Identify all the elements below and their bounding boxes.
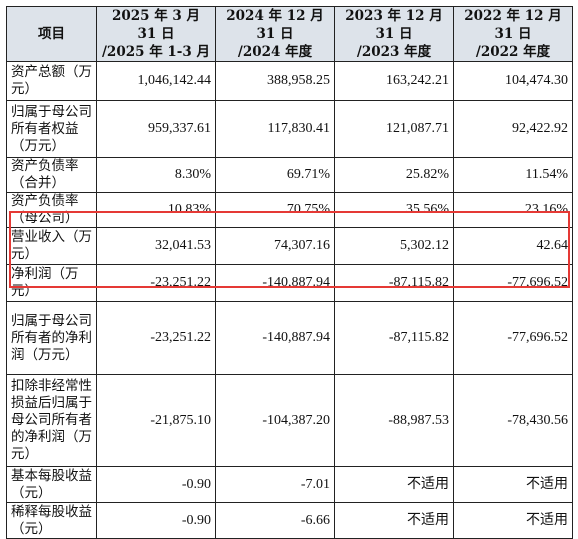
header-2025q1: 2025 年 3 月 31 日 /2025 年 1-3 月 xyxy=(96,6,216,62)
table-row: 营业收入（万元） 32,041.53 74,307.16 5,302.12 42.64 xyxy=(6,227,573,265)
row-value: 121,087.71 xyxy=(334,100,454,158)
table-header-row: 项目 2025 年 3 月 31 日 /2025 年 1-3 月 2024 年 … xyxy=(6,6,573,62)
table-row: 扣除非经常性损益后归属于母公司所有者的净利润（万元） -21,875.10 -104… xyxy=(6,374,573,467)
row-label: 资产总额（万元） xyxy=(6,61,97,101)
row-value: 70.75% xyxy=(215,192,335,228)
row-value: 104,474.30 xyxy=(453,61,573,101)
row-label: 归属于母公司所有者权益（万元） xyxy=(6,100,97,158)
header-2022: 2022 年 12 月 31 日 /2022 年度 xyxy=(453,6,573,62)
row-value: -77,696.52 xyxy=(453,301,573,375)
financial-table: 项目 2025 年 3 月 31 日 /2025 年 1-3 月 2024 年 … xyxy=(6,6,573,539)
row-value: 388,958.25 xyxy=(215,61,335,101)
table-row: 资产总额（万元） 1,046,142.44 388,958.25 163,242.21… xyxy=(6,61,573,101)
header-2024: 2024 年 12 月 31 日 /2024 年度 xyxy=(215,6,335,62)
row-value: 117,830.41 xyxy=(215,100,335,158)
row-label: 资产负债率（母公司） xyxy=(6,192,97,228)
row-value: 11.54% xyxy=(453,157,573,193)
row-value: 1,046,142.44 xyxy=(96,61,216,101)
table-row: 净利润（万元） -23,251.22 -140,887.94 -87,115.82 -7… xyxy=(6,264,573,302)
row-value: -0.90 xyxy=(96,466,216,503)
row-value: 25.82% xyxy=(334,157,454,193)
row-value: 959,337.61 xyxy=(96,100,216,158)
row-value: -140,887.94 xyxy=(215,264,335,302)
row-value: -88,987.53 xyxy=(334,374,454,467)
table-row: 归属于母公司所有者权益（万元） 959,337.61 117,830.41 121,0… xyxy=(6,100,573,158)
row-value: -7.01 xyxy=(215,466,335,503)
header-2023: 2023 年 12 月 31 日 /2023 年度 xyxy=(334,6,454,62)
row-value: -23,251.22 xyxy=(96,264,216,302)
row-value: 不适用 xyxy=(453,502,573,539)
row-label: 归属于母公司所有者的净利润（万元） xyxy=(6,301,97,375)
row-value: -87,115.82 xyxy=(334,264,454,302)
row-label: 资产负债率（合并） xyxy=(6,157,97,193)
row-value: 32,041.53 xyxy=(96,227,216,265)
row-label: 扣除非经常性损益后归属于母公司所有者的净利润（万元） xyxy=(6,374,97,467)
row-value: -140,887.94 xyxy=(215,301,335,375)
row-value: 不适用 xyxy=(334,502,454,539)
row-value: -104,387.20 xyxy=(215,374,335,467)
table-row: 稀释每股收益（元） -0.90 -6.66 不适用 不适用 xyxy=(6,502,573,539)
row-value: 不适用 xyxy=(453,466,573,503)
row-label: 稀释每股收益（元） xyxy=(6,502,97,539)
table-row: 归属于母公司所有者的净利润（万元） -23,251.22 -140,887.94 -8… xyxy=(6,301,573,375)
table-row: 资产负债率（母公司） 10.83% 70.75% 35.56% 23.16% xyxy=(6,192,573,228)
table-row: 资产负债率（合并） 8.30% 69.71% 25.82% 11.54% xyxy=(6,157,573,193)
row-value: -23,251.22 xyxy=(96,301,216,375)
row-value: 5,302.12 xyxy=(334,227,454,265)
row-value: -77,696.52 xyxy=(453,264,573,302)
row-value: -87,115.82 xyxy=(334,301,454,375)
row-value: 10.83% xyxy=(96,192,216,228)
header-item: 项目 xyxy=(6,6,97,62)
row-value: -0.90 xyxy=(96,502,216,539)
row-label: 基本每股收益（元） xyxy=(6,466,97,503)
row-label: 营业收入（万元） xyxy=(6,227,97,265)
row-value: -78,430.56 xyxy=(453,374,573,467)
row-value: -6.66 xyxy=(215,502,335,539)
row-value: 35.56% xyxy=(334,192,454,228)
row-value: 42.64 xyxy=(453,227,573,265)
row-value: 69.71% xyxy=(215,157,335,193)
row-value: 163,242.21 xyxy=(334,61,454,101)
row-value: -21,875.10 xyxy=(96,374,216,467)
row-value: 92,422.92 xyxy=(453,100,573,158)
row-label: 净利润（万元） xyxy=(6,264,97,302)
row-value: 8.30% xyxy=(96,157,216,193)
table-row: 基本每股收益（元） -0.90 -7.01 不适用 不适用 xyxy=(6,466,573,503)
row-value: 不适用 xyxy=(334,466,454,503)
row-value: 23.16% xyxy=(453,192,573,228)
row-value: 74,307.16 xyxy=(215,227,335,265)
